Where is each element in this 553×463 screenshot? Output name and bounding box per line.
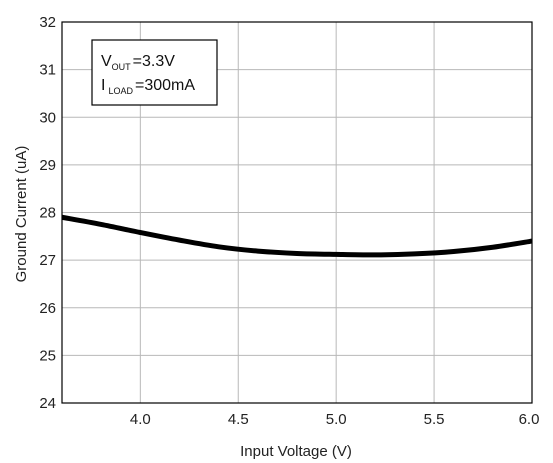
y-tick-label: 24 <box>39 395 56 412</box>
iload-subscript: LOAD <box>108 86 133 96</box>
series-layer <box>61 214 533 258</box>
y-tick-label: 27 <box>39 252 56 269</box>
x-tick-labels: 4.0 4.5 5.0 5.5 6.0 <box>130 411 540 428</box>
y-tick-label: 29 <box>39 157 56 174</box>
annotation-box: VOUT =3.3V I LOAD =300mA <box>91 39 218 106</box>
vout-symbol: V <box>101 53 112 70</box>
annotation-vout: VOUT =3.3V <box>101 53 175 72</box>
plot-frame <box>61 21 533 404</box>
ground-current-series-line <box>61 214 533 258</box>
y-tick-label: 28 <box>39 205 56 222</box>
x-tick-label: 4.0 <box>130 411 151 428</box>
y-tick-label: 32 <box>39 14 56 31</box>
vout-value: =3.3V <box>133 53 176 70</box>
y-tick-labels: 24 25 26 27 28 29 30 31 32 <box>39 14 56 412</box>
y-tick-label: 26 <box>39 300 56 317</box>
vout-subscript: OUT <box>112 62 132 72</box>
annotation-frame <box>91 39 218 106</box>
x-tick-label: 6.0 <box>519 411 540 428</box>
y-tick-label: 31 <box>39 62 56 79</box>
x-axis-label: Input Voltage (V) <box>240 443 352 460</box>
iload-symbol: I <box>101 77 105 94</box>
iload-value: =300mA <box>135 77 195 94</box>
y-tick-label: 30 <box>39 109 56 126</box>
y-axis-label: Ground Current (uA) <box>13 146 30 283</box>
annotation-iload: I LOAD =300mA <box>101 77 195 96</box>
y-tick-label: 25 <box>39 347 56 364</box>
x-tick-label: 5.0 <box>326 411 347 428</box>
x-tick-label: 5.5 <box>424 411 445 428</box>
x-tick-label: 4.5 <box>228 411 249 428</box>
